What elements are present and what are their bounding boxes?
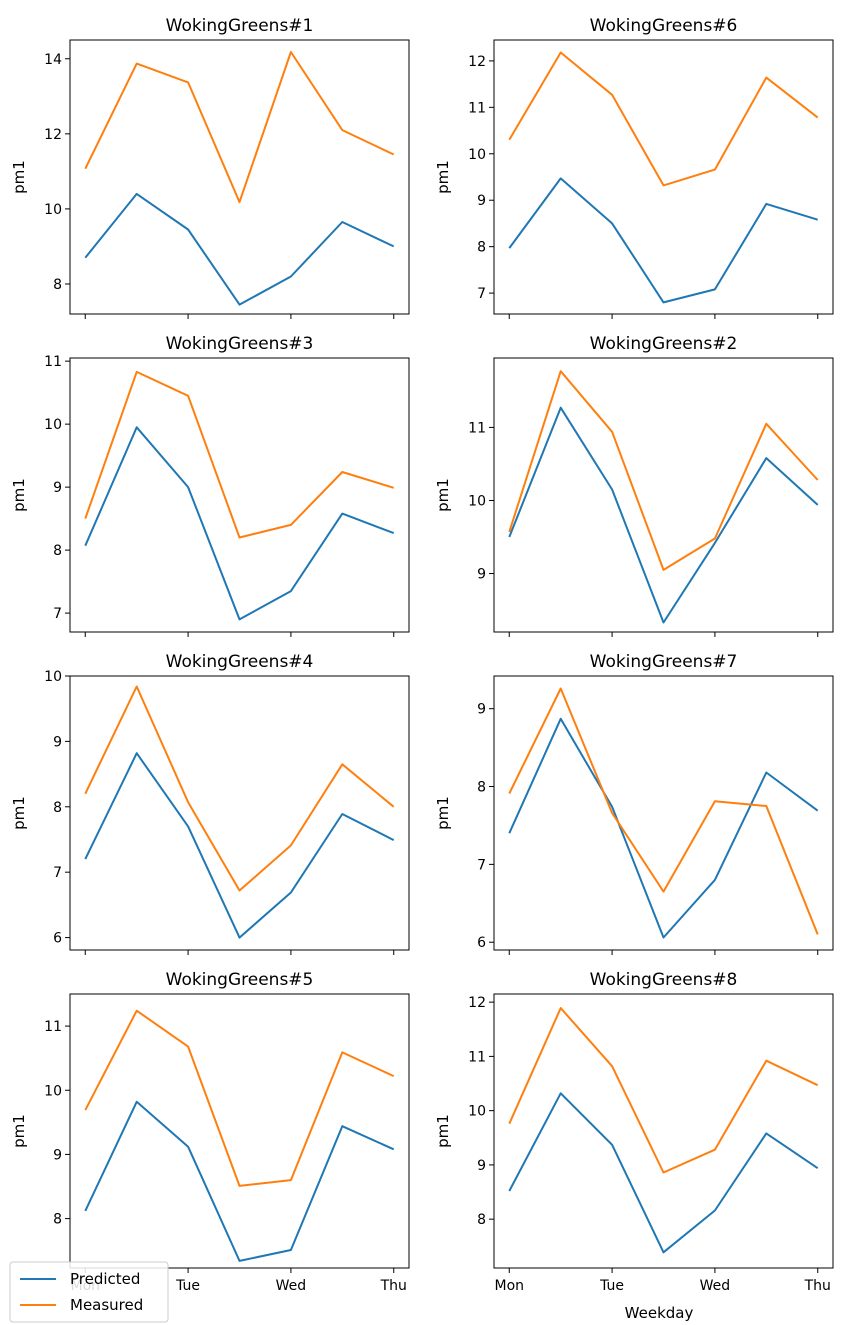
y-tick-label: 11 <box>468 100 486 116</box>
plot-area <box>69 357 410 633</box>
series-line-predicted <box>508 177 818 304</box>
x-tick-label-thu: Thu <box>380 1278 407 1294</box>
y-tick-label: 6 <box>53 931 62 947</box>
panel-wokinggreens-6: WokingGreens#6 pm1 7 8 9 10 11 12 <box>434 16 834 319</box>
panel-wokinggreens-4: WokingGreens#4 pm1 6 7 8 9 10 <box>10 652 410 955</box>
x-tick-label-tue: Tue <box>599 1278 624 1294</box>
y-tick-label: 11 <box>44 1019 62 1035</box>
y-tick-label: 8 <box>53 277 62 293</box>
legend-label-measured: Measured <box>70 1296 143 1314</box>
panel-title: WokingGreens#4 <box>166 652 314 672</box>
plot-area <box>69 993 410 1269</box>
panel-title: WokingGreens#1 <box>166 16 314 36</box>
series-line-predicted <box>84 752 395 939</box>
legend-frame <box>9 1261 169 1323</box>
series-line-predicted <box>508 717 819 939</box>
x-tick-label-tue: Tue <box>175 1278 200 1294</box>
series-line-measured <box>84 51 395 204</box>
panel-title: WokingGreens#2 <box>590 334 738 354</box>
y-axis-label: pm1 <box>434 796 452 830</box>
series-line-measured <box>508 370 819 571</box>
series-line-predicted <box>508 406 819 624</box>
legend-label-predicted: Predicted <box>70 1270 140 1288</box>
y-tick-label: 10 <box>44 417 62 433</box>
y-tick-label: 7 <box>53 865 62 881</box>
y-tick-label: 9 <box>477 702 486 718</box>
series-line-predicted <box>84 426 395 621</box>
panel-title: WokingGreens#6 <box>590 16 738 36</box>
series-line-predicted <box>84 192 395 306</box>
panel-wokinggreens-5: WokingGreens#5pm1891011MonTueWedThu <box>10 970 410 1294</box>
y-tick-label: 10 <box>44 1083 62 1099</box>
y-axis-label: pm1 <box>10 1114 28 1148</box>
y-tick-label: 12 <box>44 127 62 143</box>
y-tick-label: 9 <box>477 193 486 209</box>
y-tick-label: 10 <box>468 1104 486 1120</box>
panel-title: WokingGreens#5 <box>166 970 314 990</box>
y-tick-label: 12 <box>468 995 486 1011</box>
panel-wokinggreens-7: WokingGreens#7 pm1 6 7 8 9 <box>434 652 834 955</box>
panel-wokinggreens-2: WokingGreens#2 pm1 9 10 11 <box>434 334 834 637</box>
panel-wokinggreens-8: WokingGreens#8 pm1 8 9 10 11 12 Mon Tue Wed Thu <box>434 970 834 1294</box>
plot-area <box>493 675 834 951</box>
y-axis-label: pm1 <box>10 796 28 830</box>
y-tick-label: 8 <box>53 543 62 559</box>
y-tick-label: 10 <box>468 147 486 163</box>
series-line-measured <box>508 1007 819 1174</box>
x-tick-label-wed: Wed <box>700 1278 731 1294</box>
y-tick-label: 14 <box>44 52 62 68</box>
y-tick-label: 9 <box>53 480 62 496</box>
y-tick-label: 9 <box>53 734 62 750</box>
x-axis-label: Weekday <box>625 1304 694 1322</box>
series-line-predicted <box>508 1092 819 1254</box>
panel-wokinggreens-3: WokingGreens#3 pm1 7 8 9 10 11 <box>10 334 410 637</box>
x-tick-label-thu: Thu <box>804 1278 831 1294</box>
x-tick-label-mon: Mon <box>494 1278 524 1294</box>
plot-area <box>493 357 834 633</box>
panel-title: WokingGreens#3 <box>166 334 314 354</box>
y-tick-label: 10 <box>44 202 62 218</box>
y-tick-label: 9 <box>477 567 486 583</box>
y-tick-label: 9 <box>53 1147 62 1163</box>
series-line-measured <box>84 1009 395 1187</box>
series-line-predicted <box>84 1100 395 1262</box>
series-line-measured <box>508 51 819 187</box>
y-axis-label: pm1 <box>434 478 452 512</box>
plot-area <box>69 675 410 951</box>
y-tick-label: 8 <box>477 780 486 796</box>
x-tick-label-wed: Wed <box>276 1278 307 1294</box>
y-tick-label: 11 <box>44 354 62 370</box>
y-tick-label: 8 <box>53 1212 62 1228</box>
y-tick-label: 9 <box>477 1158 486 1174</box>
panel-title: WokingGreens#8 <box>590 970 738 990</box>
y-tick-label: 11 <box>468 420 486 436</box>
y-tick-label: 6 <box>477 935 486 951</box>
plot-area <box>493 993 834 1269</box>
y-tick-label: 8 <box>53 800 62 816</box>
panel-wokinggreens-1: WokingGreens#1 pm1 8 10 12 14 <box>10 16 410 319</box>
y-axis-label: pm1 <box>10 478 28 512</box>
y-tick-label: 10 <box>44 669 62 685</box>
panels-layer: WokingGreens#1 pm1 8 10 12 14 WokingGreens#6 pm… <box>10 16 834 1294</box>
y-tick-label: 7 <box>477 857 486 873</box>
y-axis-label: pm1 <box>434 1114 452 1148</box>
y-axis-label: pm1 <box>434 160 452 194</box>
y-tick-label: 11 <box>468 1049 486 1065</box>
y-axis-label: pm1 <box>10 160 28 194</box>
y-tick-label: 7 <box>477 286 486 302</box>
series-line-measured <box>84 370 394 539</box>
series-line-measured <box>84 685 395 892</box>
series-line-measured <box>508 687 819 935</box>
y-tick-label: 7 <box>53 606 62 622</box>
legend: Predicted Measured <box>9 1261 169 1323</box>
y-tick-label: 8 <box>477 1212 486 1228</box>
y-tick-label: 12 <box>468 54 486 70</box>
panel-title: WokingGreens#7 <box>590 652 738 672</box>
y-tick-label: 10 <box>468 493 486 509</box>
y-tick-label: 8 <box>477 240 486 256</box>
plot-area <box>69 39 410 315</box>
